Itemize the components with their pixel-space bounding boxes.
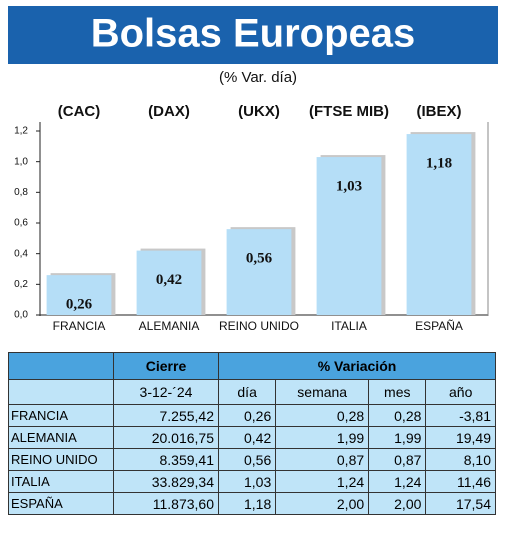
table-cell: % Variación <box>218 352 496 380</box>
y-tick-label: 0,6 <box>14 218 28 229</box>
table-row: 3-12-´24 día semana mes año <box>8 379 496 405</box>
table-cell: 8.359,41 <box>113 448 219 471</box>
table-cell: 33.829,34 <box>113 470 219 493</box>
table-cell: 0,87 <box>368 448 427 471</box>
table-cell: 19,49 <box>425 426 496 449</box>
y-tick-label: 1,0 <box>14 156 28 167</box>
table-cell: REINO UNIDO <box>8 448 114 471</box>
bar <box>226 229 292 315</box>
y-tick-label: 0,2 <box>14 279 28 290</box>
y-tick-label: 0,8 <box>14 187 28 198</box>
table-cell <box>8 352 114 380</box>
table-cell: Cierre <box>113 352 219 380</box>
table-cell <box>8 379 114 405</box>
table-cell: 17,54 <box>425 492 496 515</box>
chart: Bolsas Europeas (% Var. día) 0,0 0,2 0,4 0,… <box>8 6 498 333</box>
table-cell: 11.873,60 <box>113 492 219 515</box>
table-cell: 1,24 <box>275 470 370 493</box>
value-label: 0,42 <box>156 272 182 288</box>
table-cell: 1,03 <box>217 470 277 493</box>
table-cell: 3-12-´24 <box>113 379 219 405</box>
table-cell: 2,00 <box>368 492 427 515</box>
x-tick-label: REINO UNIDO <box>219 319 299 333</box>
table-cell: 0,28 <box>275 404 370 427</box>
banner <box>8 6 498 64</box>
chart-title: Bolsas Europeas <box>91 12 416 56</box>
bar <box>406 134 472 315</box>
x-tick-label: FRANCIA <box>53 319 106 333</box>
bar <box>316 157 382 315</box>
table-cell: 0,56 <box>217 448 277 471</box>
table-cell: FRANCIA <box>8 404 114 427</box>
index-label: (IBEX) <box>417 103 462 120</box>
table-cell: 0,87 <box>275 448 370 471</box>
table-cell: 1,99 <box>275 426 370 449</box>
value-label: 0,56 <box>246 251 273 267</box>
table-cell: ITALIA <box>8 470 114 493</box>
table-row: ALEMANIA 20.016,75 0,42 1,99 1,99 19,49 <box>8 426 496 449</box>
table-cell: 11,46 <box>425 470 496 493</box>
data-table: Cierre% Variación 3-12-´24 día semana mes año… <box>8 352 496 515</box>
table-cell: mes <box>368 379 427 405</box>
y-tick-label: 0,0 <box>14 310 28 321</box>
table-row: ITALIA 33.829,34 1,03 1,24 1,24 11,46 <box>8 470 496 493</box>
table-cell: 1,99 <box>368 426 427 449</box>
index-label: (UKX) <box>238 103 280 120</box>
table-cell: año <box>425 379 496 405</box>
table-cell: 0,28 <box>368 404 427 427</box>
table-cell: día <box>217 379 277 405</box>
table-cell: ALEMANIA <box>8 426 114 449</box>
value-label: 0,26 <box>66 297 93 313</box>
index-label: (FTSE MIB) <box>309 103 389 120</box>
value-label: 1,18 <box>426 156 452 172</box>
table-cell: 0,26 <box>217 404 277 427</box>
table-cell: -3,81 <box>425 404 496 427</box>
table-cell: 7.255,42 <box>113 404 219 427</box>
x-tick-label: ESPAÑA <box>415 319 463 333</box>
table-cell: ESPAÑA <box>8 492 114 515</box>
chart-subtitle: (% Var. día) <box>219 69 297 86</box>
index-label: (CAC) <box>58 103 101 120</box>
index-label: (DAX) <box>148 103 190 120</box>
table-row: REINO UNIDO 8.359,41 0,56 0,87 0,87 8,10 <box>8 448 496 471</box>
table-cell: semana <box>275 379 370 405</box>
table-cell: 2,00 <box>275 492 370 515</box>
table-cell: 8,10 <box>425 448 496 471</box>
table-row: Cierre% Variación <box>8 352 496 380</box>
bar <box>136 250 202 315</box>
table-row: FRANCIA 7.255,42 0,26 0,28 0,28 -3,81 <box>8 404 496 427</box>
x-tick-label: ALEMANIA <box>139 319 200 333</box>
table-row: ESPAÑA 11.873,60 1,18 2,00 2,00 17,54 <box>8 492 496 515</box>
table-cell: 1,18 <box>217 492 277 515</box>
x-tick-label: ITALIA <box>331 319 367 333</box>
table-cell: 0,42 <box>217 426 277 449</box>
y-tick-label: 0,4 <box>14 248 28 259</box>
bar <box>46 275 112 315</box>
table-cell: 20.016,75 <box>113 426 219 449</box>
y-tick-label: 1,2 <box>14 126 28 137</box>
value-label: 1,03 <box>336 179 362 195</box>
table-cell: 1,24 <box>368 470 427 493</box>
